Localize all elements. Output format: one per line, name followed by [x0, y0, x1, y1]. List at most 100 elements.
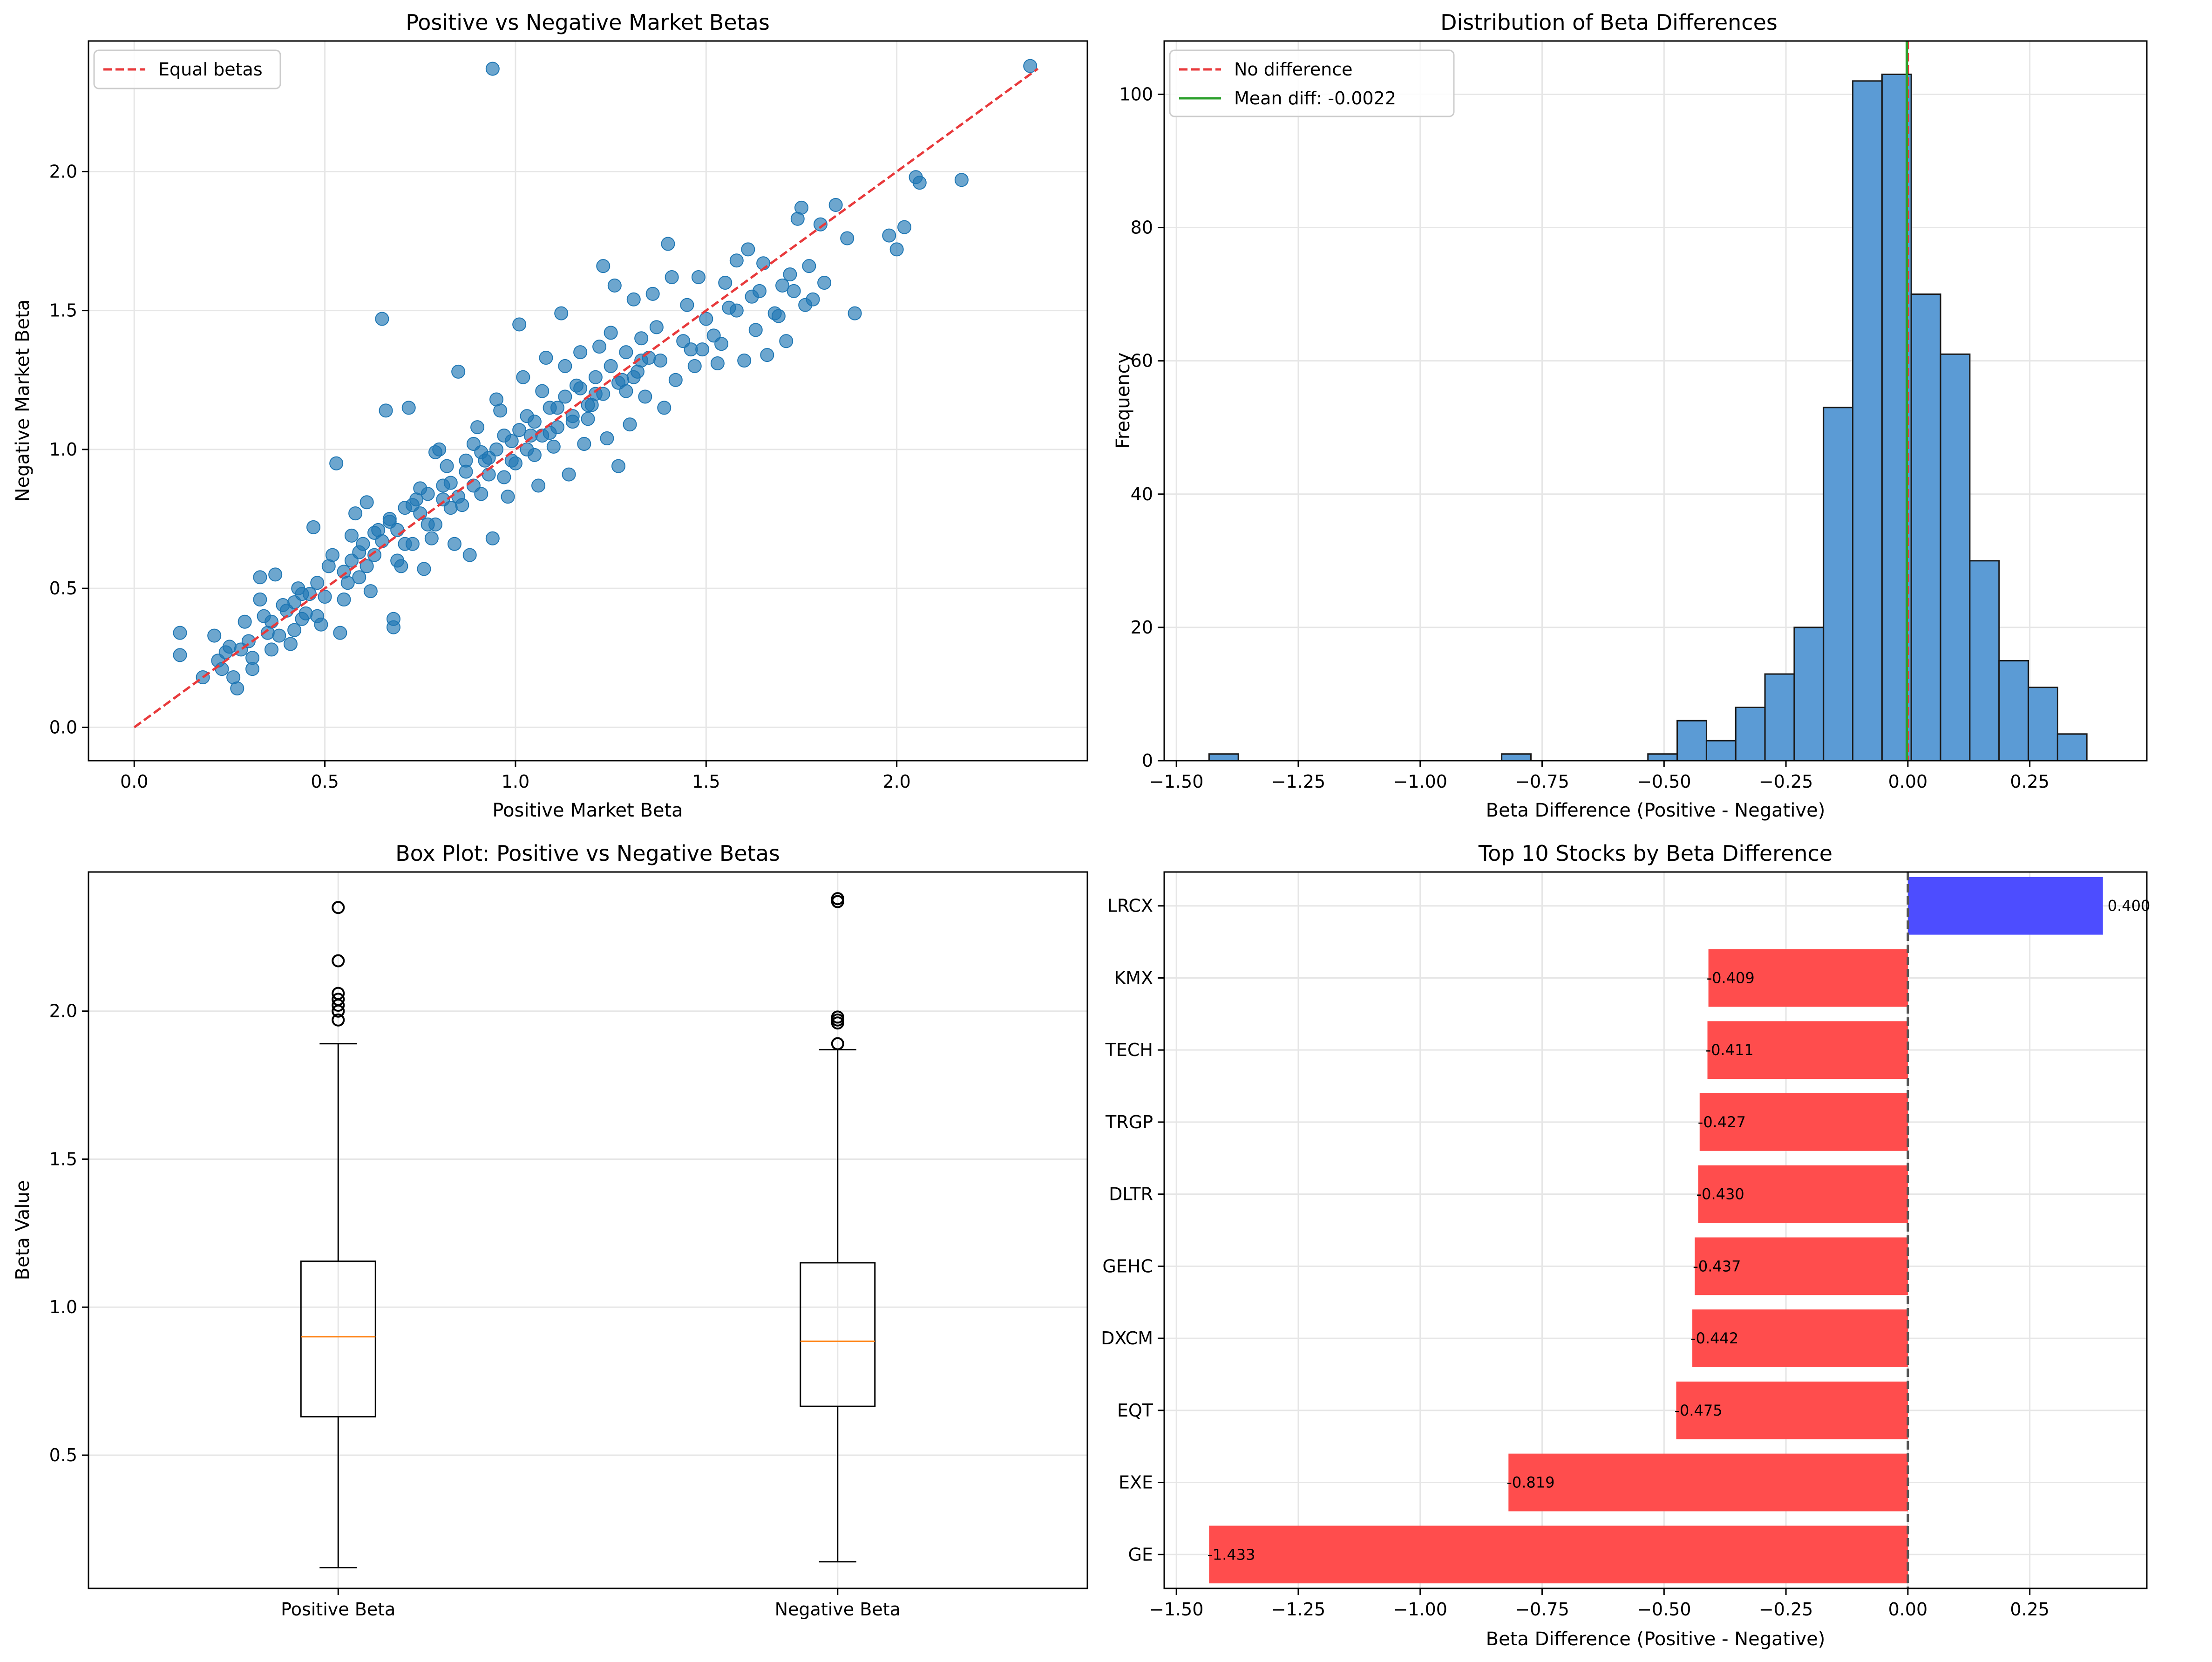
scatter-point	[626, 292, 641, 307]
scatter-point	[295, 612, 309, 626]
y-tick-label: 2.0	[49, 1001, 77, 1022]
x-tick-label: 0.5	[311, 771, 339, 792]
scatter-point	[714, 337, 729, 351]
scatter-point	[302, 587, 317, 601]
scatter-point	[775, 278, 790, 293]
category-label: GE	[1128, 1544, 1153, 1565]
scatter-point	[417, 562, 431, 576]
outlier-point	[831, 892, 844, 906]
bar-eqt	[1676, 1381, 1908, 1439]
y-tick-label: 1.0	[49, 439, 77, 460]
scatter-point	[680, 298, 694, 312]
scatter-point	[207, 628, 222, 643]
bar-exe	[1508, 1453, 1908, 1512]
histogram-bar	[1647, 753, 1678, 762]
histogram-bar	[1705, 740, 1737, 762]
scatter-point	[623, 417, 637, 432]
scatter-point	[470, 420, 485, 435]
histogram-ticks: −1.50 −1.25 −1.00 −0.75 −0.50 −0.25 0.00 0.25 0 2…	[1119, 84, 2049, 792]
scatter-point	[226, 670, 241, 685]
x-tick-label: −0.75	[1515, 771, 1569, 792]
value-label: -0.411	[1706, 1041, 1754, 1059]
scatter-axes-frame	[88, 40, 1088, 762]
scatter-point	[440, 459, 454, 473]
value-label: -0.427	[1698, 1113, 1746, 1131]
scatter-point	[497, 470, 511, 484]
y-tick-label: 0.5	[49, 1445, 77, 1465]
bar-trgp	[1699, 1093, 1908, 1151]
scatter-point	[897, 220, 912, 234]
scatter-panel: Positive vs Negative Market Betas 0.0 0.5…	[12, 10, 1088, 821]
scatter-point	[760, 348, 774, 362]
barh-grid	[1164, 872, 2147, 1588]
value-label: -0.475	[1675, 1402, 1723, 1419]
scatter-point	[424, 531, 439, 545]
scatter-point	[432, 442, 447, 456]
scatter-point	[787, 284, 801, 298]
barh-ticks: −1.50 −1.25 −1.00 −0.75 −0.50 −0.25 0.00 0.25 LR…	[1101, 896, 2049, 1620]
scatter-point	[421, 487, 435, 501]
scatter-point	[699, 312, 713, 326]
histogram-bar	[1823, 407, 1854, 762]
scatter-point	[257, 609, 271, 623]
scatter-point	[531, 478, 546, 493]
scatter-point	[588, 370, 603, 384]
scatter-point	[889, 242, 904, 257]
scatter-point	[272, 628, 286, 643]
scatter-point	[451, 364, 466, 379]
scatter-point	[611, 375, 625, 390]
x-tick-label: 2.0	[882, 771, 910, 792]
scatter-point	[268, 567, 283, 582]
scatter-point	[729, 253, 744, 268]
scatter-point	[306, 520, 321, 534]
scatter-point	[779, 334, 794, 348]
bar-ge	[1209, 1526, 1908, 1584]
scatter-point	[684, 342, 698, 357]
x-tick-label: 0.0	[120, 771, 148, 792]
bar-gehc	[1695, 1237, 1908, 1295]
scatter-ylabel: Negative Market Beta	[12, 300, 34, 502]
scatter-point	[401, 401, 416, 415]
value-label: -0.437	[1693, 1257, 1741, 1275]
scatter-point	[333, 626, 347, 640]
scatter-point	[462, 548, 477, 562]
scatter-point	[474, 445, 489, 459]
category-label: EXE	[1119, 1472, 1153, 1493]
scatter-point	[344, 528, 359, 543]
scatter-point	[710, 356, 725, 370]
scatter-point	[375, 312, 389, 326]
scatter-point	[817, 275, 832, 290]
scatter-point	[687, 359, 702, 373]
category-label: LRCX	[1107, 896, 1153, 916]
scatter-title: Positive vs Negative Market Betas	[406, 10, 770, 35]
scatter-point	[558, 359, 572, 373]
histogram-bar	[2028, 687, 2058, 762]
scatter-point	[565, 409, 580, 423]
histogram-bar	[1969, 560, 2000, 762]
x-tick-label: 1.5	[692, 771, 720, 792]
scatter-point	[310, 609, 325, 623]
boxplot-axes-frame	[88, 871, 1088, 1589]
scatter-point	[1023, 59, 1038, 73]
histogram-bar	[1852, 80, 1883, 762]
x-tick-label: −0.50	[1637, 1599, 1691, 1620]
histogram-bar	[1501, 753, 1532, 762]
value-label: -0.409	[1707, 969, 1755, 987]
scatter-point	[665, 270, 679, 285]
scatter-point	[581, 412, 595, 426]
histogram-title: Distribution of Beta Differences	[1440, 10, 1778, 35]
legend-box	[93, 49, 281, 89]
value-label: -0.442	[1690, 1329, 1738, 1347]
scatter-point	[310, 576, 325, 590]
scatter-point	[619, 345, 633, 360]
x-tick-label: Negative Beta	[775, 1599, 901, 1620]
x-tick-label: −0.50	[1637, 771, 1691, 792]
y-tick-label: 0	[1142, 750, 1153, 771]
scatter-point	[806, 292, 820, 307]
scatter-point	[554, 306, 569, 320]
histogram-panel: Distribution of Beta Differences −1.50 −1…	[1113, 10, 2148, 821]
legend-label-equal-betas: Equal betas	[158, 59, 263, 80]
histogram-xlabel: Beta Difference (Positive - Negative)	[1486, 800, 1825, 821]
scatter-point	[325, 548, 339, 562]
y-tick-label: 100	[1119, 84, 1153, 104]
